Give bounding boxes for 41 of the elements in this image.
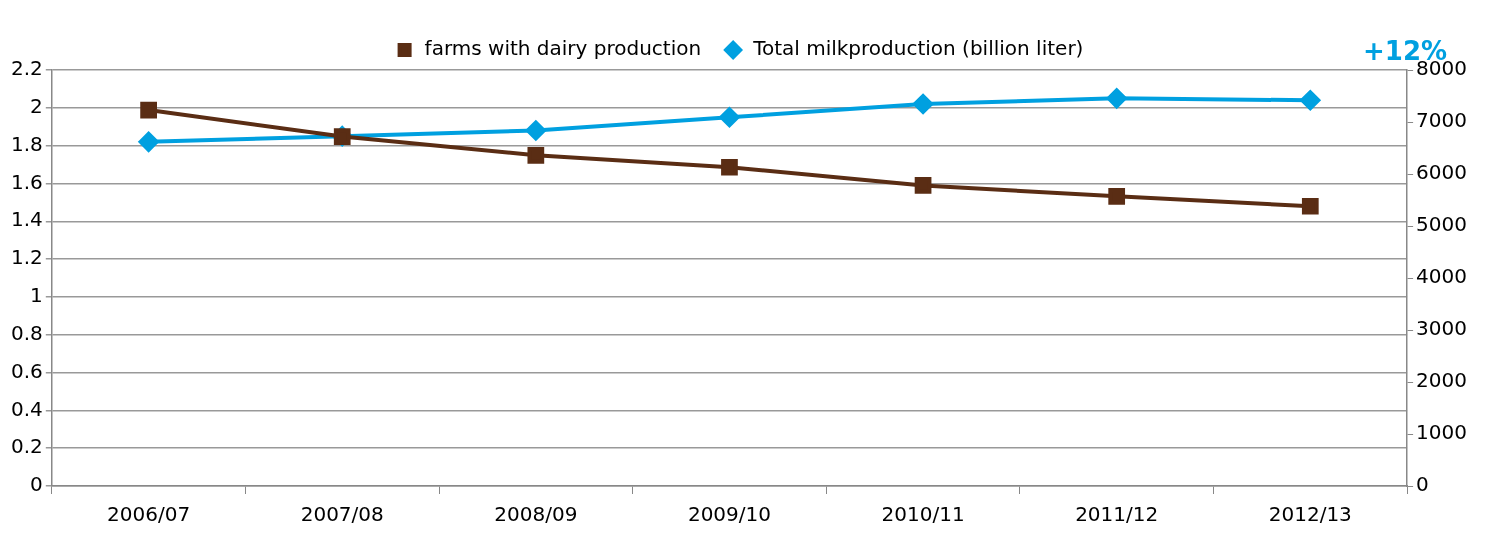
x-tick-label: 2012/13 [1268,502,1352,527]
y-tick-label: 2 [30,94,43,119]
y-tick-label: 2.2 [10,56,43,81]
legend-label: Total milkproduction (billion liter) [752,36,1084,61]
x-tick-label: 2010/11 [881,502,965,527]
y-tick-label: 0.4 [10,396,43,421]
point [719,107,740,128]
point [525,120,546,141]
y2-tick-label: 0 [1416,472,1429,497]
legend-label: farms with dairy production [424,36,702,61]
y2-tick-label: 1000 [1416,420,1468,445]
point [1300,90,1321,111]
point [1106,88,1127,109]
point [140,101,157,119]
point [527,146,545,164]
y2-tick-label: 2000 [1416,368,1468,393]
y-tick-label: 0 [30,472,43,497]
point [914,177,932,194]
y2-tick-label: 4000 [1416,264,1468,289]
y2-tick-label: 6000 [1416,160,1468,185]
x-tick-label: 2011/12 [1075,502,1159,527]
x-tick-label: 2008/09 [494,502,578,527]
y-tick-label: 1.2 [10,245,43,270]
point [913,94,934,115]
y-tick-label: 1.6 [10,169,43,194]
y-tick-label: 1 [30,283,43,308]
y-tick-label: 0.6 [10,358,43,383]
point [1108,188,1126,205]
point [721,158,738,176]
x-tick-label: 2007/08 [300,502,384,527]
y2-tick-label: 5000 [1416,212,1468,237]
y-tick-label: 0.2 [10,434,43,459]
y-tick-label: 1.8 [10,131,43,156]
y2-tick-label: 3000 [1416,316,1468,341]
point [1301,197,1319,215]
point [138,131,159,152]
y-tick-label: 0.8 [10,320,43,345]
x-tick-label: 2006/07 [107,502,191,527]
y-tick-label: 1.4 [10,207,43,232]
x-tick-label: 2009/10 [687,502,771,527]
y2-tick-label: 7000 [1416,108,1468,133]
